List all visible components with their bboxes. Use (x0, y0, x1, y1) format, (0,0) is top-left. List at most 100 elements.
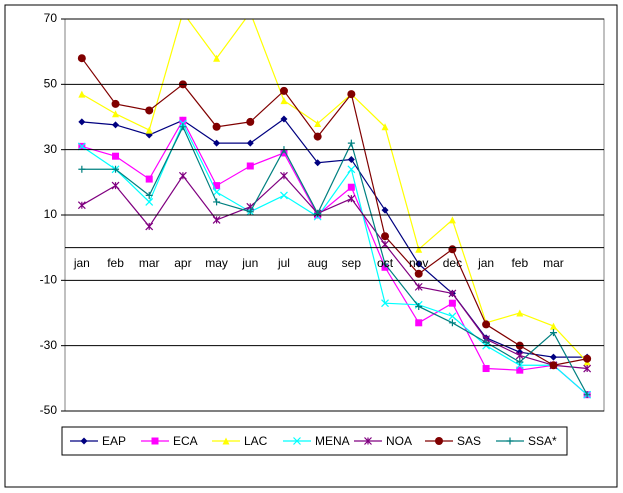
marker (381, 232, 390, 241)
marker (213, 54, 221, 62)
marker (212, 188, 221, 197)
marker (145, 126, 153, 134)
legend-label: MENA (315, 434, 350, 448)
series-line (81, 125, 588, 395)
marker (448, 216, 456, 224)
x-tick-label: apr (174, 256, 191, 270)
x-tick-label: jul (277, 256, 290, 270)
marker (212, 122, 221, 131)
y-tick-label: 30 (44, 142, 58, 156)
marker (347, 139, 355, 147)
marker (213, 139, 221, 147)
marker (145, 222, 154, 231)
marker (314, 209, 322, 217)
series-line (81, 118, 588, 358)
y-tick-label: -30 (40, 338, 58, 352)
legend-marker (435, 437, 443, 445)
marker (279, 86, 288, 95)
marker (246, 139, 254, 147)
marker (549, 353, 557, 361)
marker (549, 329, 557, 337)
x-tick-label: may (205, 256, 228, 270)
y-tick-label: -10 (40, 273, 58, 287)
marker (381, 260, 389, 268)
marker (415, 319, 423, 327)
marker (414, 282, 423, 291)
marker (145, 175, 153, 183)
x-tick-label: jan (73, 256, 90, 270)
marker (448, 299, 456, 307)
marker (77, 142, 86, 151)
x-tick-label: feb (511, 256, 528, 270)
legend-label: SAS (457, 434, 481, 448)
marker (516, 366, 524, 374)
marker (212, 215, 221, 224)
legend-marker (293, 437, 301, 445)
x-tick-label: aug (308, 256, 328, 270)
marker (381, 123, 389, 131)
legend-label: EAP (102, 434, 126, 448)
marker (347, 90, 356, 99)
marker (314, 120, 322, 128)
legend-label: NOA (386, 434, 412, 448)
marker (381, 206, 389, 214)
marker (313, 132, 322, 141)
marker (246, 208, 254, 216)
legend-marker (80, 437, 88, 445)
marker (112, 121, 120, 129)
marker (145, 198, 154, 206)
marker (178, 171, 187, 180)
marker (583, 364, 592, 373)
marker (549, 361, 558, 370)
marker (482, 365, 490, 373)
marker (347, 194, 356, 203)
marker (314, 159, 322, 167)
marker (78, 90, 86, 98)
y-tick-label: 50 (44, 77, 58, 91)
marker (280, 97, 288, 105)
marker (482, 320, 491, 329)
x-tick-label: nov (409, 256, 428, 270)
marker (482, 338, 490, 346)
x-tick-label: feb (107, 256, 124, 270)
marker (280, 171, 288, 180)
marker (381, 299, 389, 308)
x-tick-label: mar (139, 256, 160, 270)
marker (448, 289, 457, 298)
marker (347, 165, 356, 174)
marker (280, 191, 288, 200)
series-line (81, 122, 588, 396)
marker (347, 183, 355, 191)
marker (448, 245, 457, 254)
x-tick-label: mar (543, 256, 564, 270)
marker (145, 106, 154, 115)
marker (111, 99, 120, 108)
marker (516, 309, 524, 317)
marker (112, 110, 120, 118)
marker (179, 116, 187, 124)
marker (415, 260, 423, 268)
marker (246, 162, 254, 170)
marker (179, 123, 187, 131)
marker (347, 155, 355, 163)
series-line (81, 19, 588, 363)
marker (111, 181, 120, 190)
marker (78, 118, 86, 126)
marker (381, 240, 389, 249)
marker (515, 351, 524, 360)
marker (516, 358, 524, 366)
legend-marker (151, 437, 159, 445)
x-tick-label: sep (342, 256, 362, 270)
marker (112, 152, 120, 160)
legend-marker (222, 437, 230, 445)
y-tick-label: 10 (44, 207, 58, 221)
y-tick-label: 70 (44, 11, 58, 25)
marker (549, 322, 557, 330)
legend-marker (364, 437, 372, 445)
marker (246, 117, 255, 126)
series-line (81, 174, 588, 370)
legend-label: SSA* (528, 434, 557, 448)
marker (415, 302, 423, 310)
series-line (81, 57, 588, 366)
